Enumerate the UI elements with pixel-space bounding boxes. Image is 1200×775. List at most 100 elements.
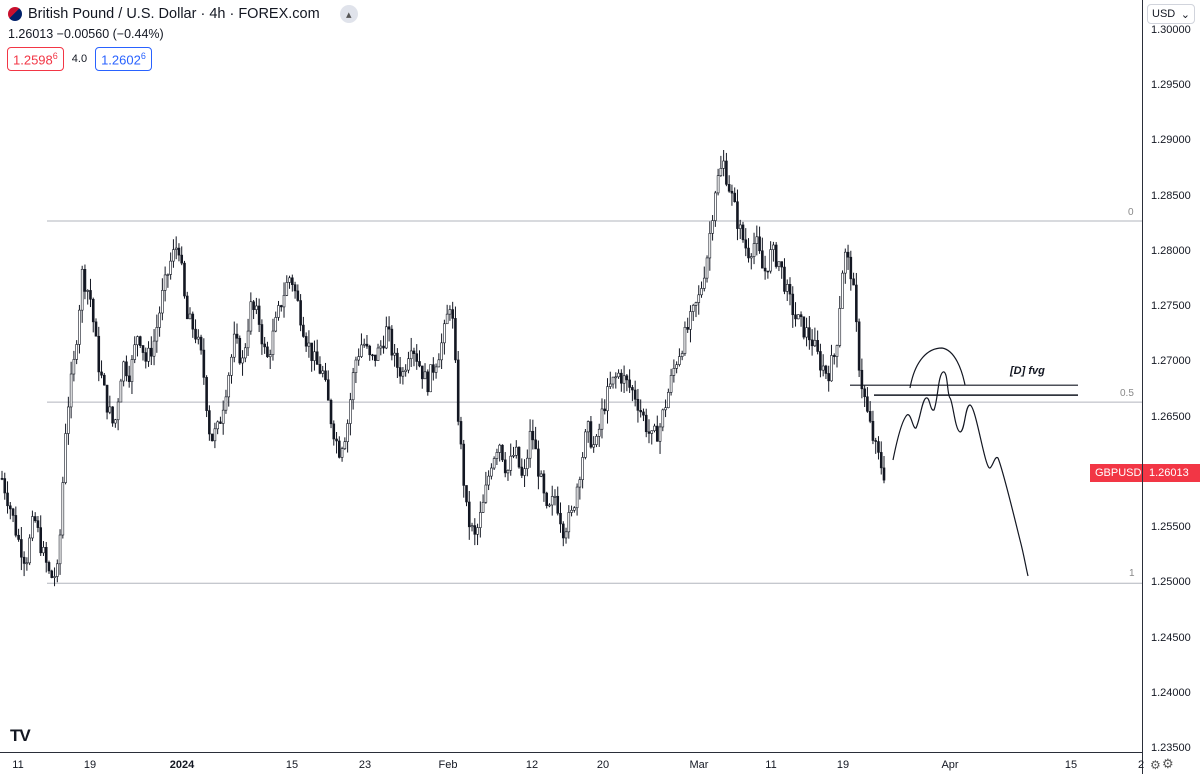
candle-body [758,236,761,252]
time-tick-label: 19 [836,759,850,771]
candle-body [600,408,604,430]
candle-body [393,352,396,356]
candle-body [426,371,430,393]
candle-body [80,268,84,311]
candle-body [702,277,706,289]
candle-body [470,525,474,528]
candle-body [385,326,388,349]
candle-body [105,384,109,413]
candle-body [315,351,319,365]
candle-body [163,274,167,291]
candle-body [188,313,192,320]
candle-body [454,318,457,361]
candle-body [335,438,338,442]
candle-body [821,365,825,371]
time-axis[interactable]: 11 19 2024 15 23 Feb 12 20 Mar 11 19 Apr 15 2 ⚙ [0,752,1161,775]
candle-body [177,247,181,256]
candle-body [224,396,228,411]
candle-body [860,369,864,390]
symbol-header: British Pound / U.S. Dollar · 4h · FOREX… [8,5,358,23]
candle-body [141,345,145,353]
tradingview-logo[interactable]: TV [10,726,31,745]
bid-price-sup: 6 [52,51,58,61]
chevron-up-icon[interactable]: ▴ [339,5,358,23]
candle-body [769,249,772,272]
candle-body [636,398,640,411]
candle-body [647,431,651,434]
candle-body [755,236,759,244]
candle-body [75,344,78,360]
price-tick-label: 1.24500 [1151,631,1191,644]
candle-body [716,175,720,194]
candle-body [443,323,446,344]
currency-value: USD [1152,8,1176,20]
candle-body [573,507,576,511]
candle-body [672,368,676,376]
candle-body [249,301,253,332]
candle-body [274,317,278,332]
chart-area[interactable]: British Pound / U.S. Dollar · 4h · FOREX… [0,0,1147,752]
candle-body [495,452,499,459]
candle-body [448,309,452,315]
candle-body [548,504,551,507]
candle-body [138,336,142,346]
candle-body [25,562,29,565]
candle-body [67,406,70,434]
price-change-line: 1.26013 −0.00560 (−0.44%) [8,27,164,41]
candle-body [492,458,496,469]
price-tick-label: 1.30000 [1151,24,1191,36]
candle-body [279,305,283,308]
candle-body [725,160,728,185]
bid-button[interactable]: 1.25986 [7,47,64,72]
candle-body [556,495,560,514]
candle-body [761,250,764,269]
candle-body [432,364,435,373]
candle-body [144,352,148,362]
candle-body [91,298,95,323]
candle-body [169,260,172,275]
candle-body [434,366,438,373]
candle-body [689,311,692,330]
candle-body [553,495,557,498]
candlestick-chart[interactable] [0,0,1142,752]
ask-price-sup: 6 [140,51,146,61]
currency-select[interactable]: USD ⌄ [1147,4,1195,24]
candle-body [484,484,488,503]
symbol-title[interactable]: British Pound / U.S. Dollar · 4h · FOREX… [28,6,320,22]
candle-body [365,343,369,347]
candle-body [197,336,200,340]
projection-path [892,371,1029,577]
candle-body [409,350,413,360]
candle-body [667,392,670,409]
candle-body [805,327,808,338]
time-tick-label: 11 [765,759,777,771]
candle-body [810,339,814,347]
candle-body [61,482,65,536]
candle-body [127,375,131,382]
candle-body [794,314,797,320]
candle-body [28,537,31,564]
candle-body [58,534,62,565]
candle-body [199,336,203,351]
candle-body [423,371,427,380]
candle-body [882,467,886,481]
candle-body [813,340,817,347]
ask-button[interactable]: 1.26026 [95,47,152,72]
bid-price: 1.2598 [13,52,53,68]
candle-body [592,444,595,448]
candle-body [451,309,454,319]
candle-body [368,345,372,356]
candle-body [362,343,366,346]
time-tick-label: Mar [689,759,709,771]
candle-body [318,364,322,374]
candle-body [658,426,662,442]
price-axis[interactable]: USD ⌄ 1.30000 1.29500 1.29000 1.28500 1.2800… [1142,0,1200,774]
time-tick-label: 2024 [169,759,195,771]
settings-icon[interactable]: ⚙ [1150,758,1161,772]
settings-icon[interactable]: ⚙ [1162,756,1174,771]
candle-body [69,373,73,408]
candle-body [155,327,159,342]
candle-body [246,330,250,349]
ask-price: 1.2602 [101,52,141,68]
fib-1-label: 1 [1129,568,1135,579]
